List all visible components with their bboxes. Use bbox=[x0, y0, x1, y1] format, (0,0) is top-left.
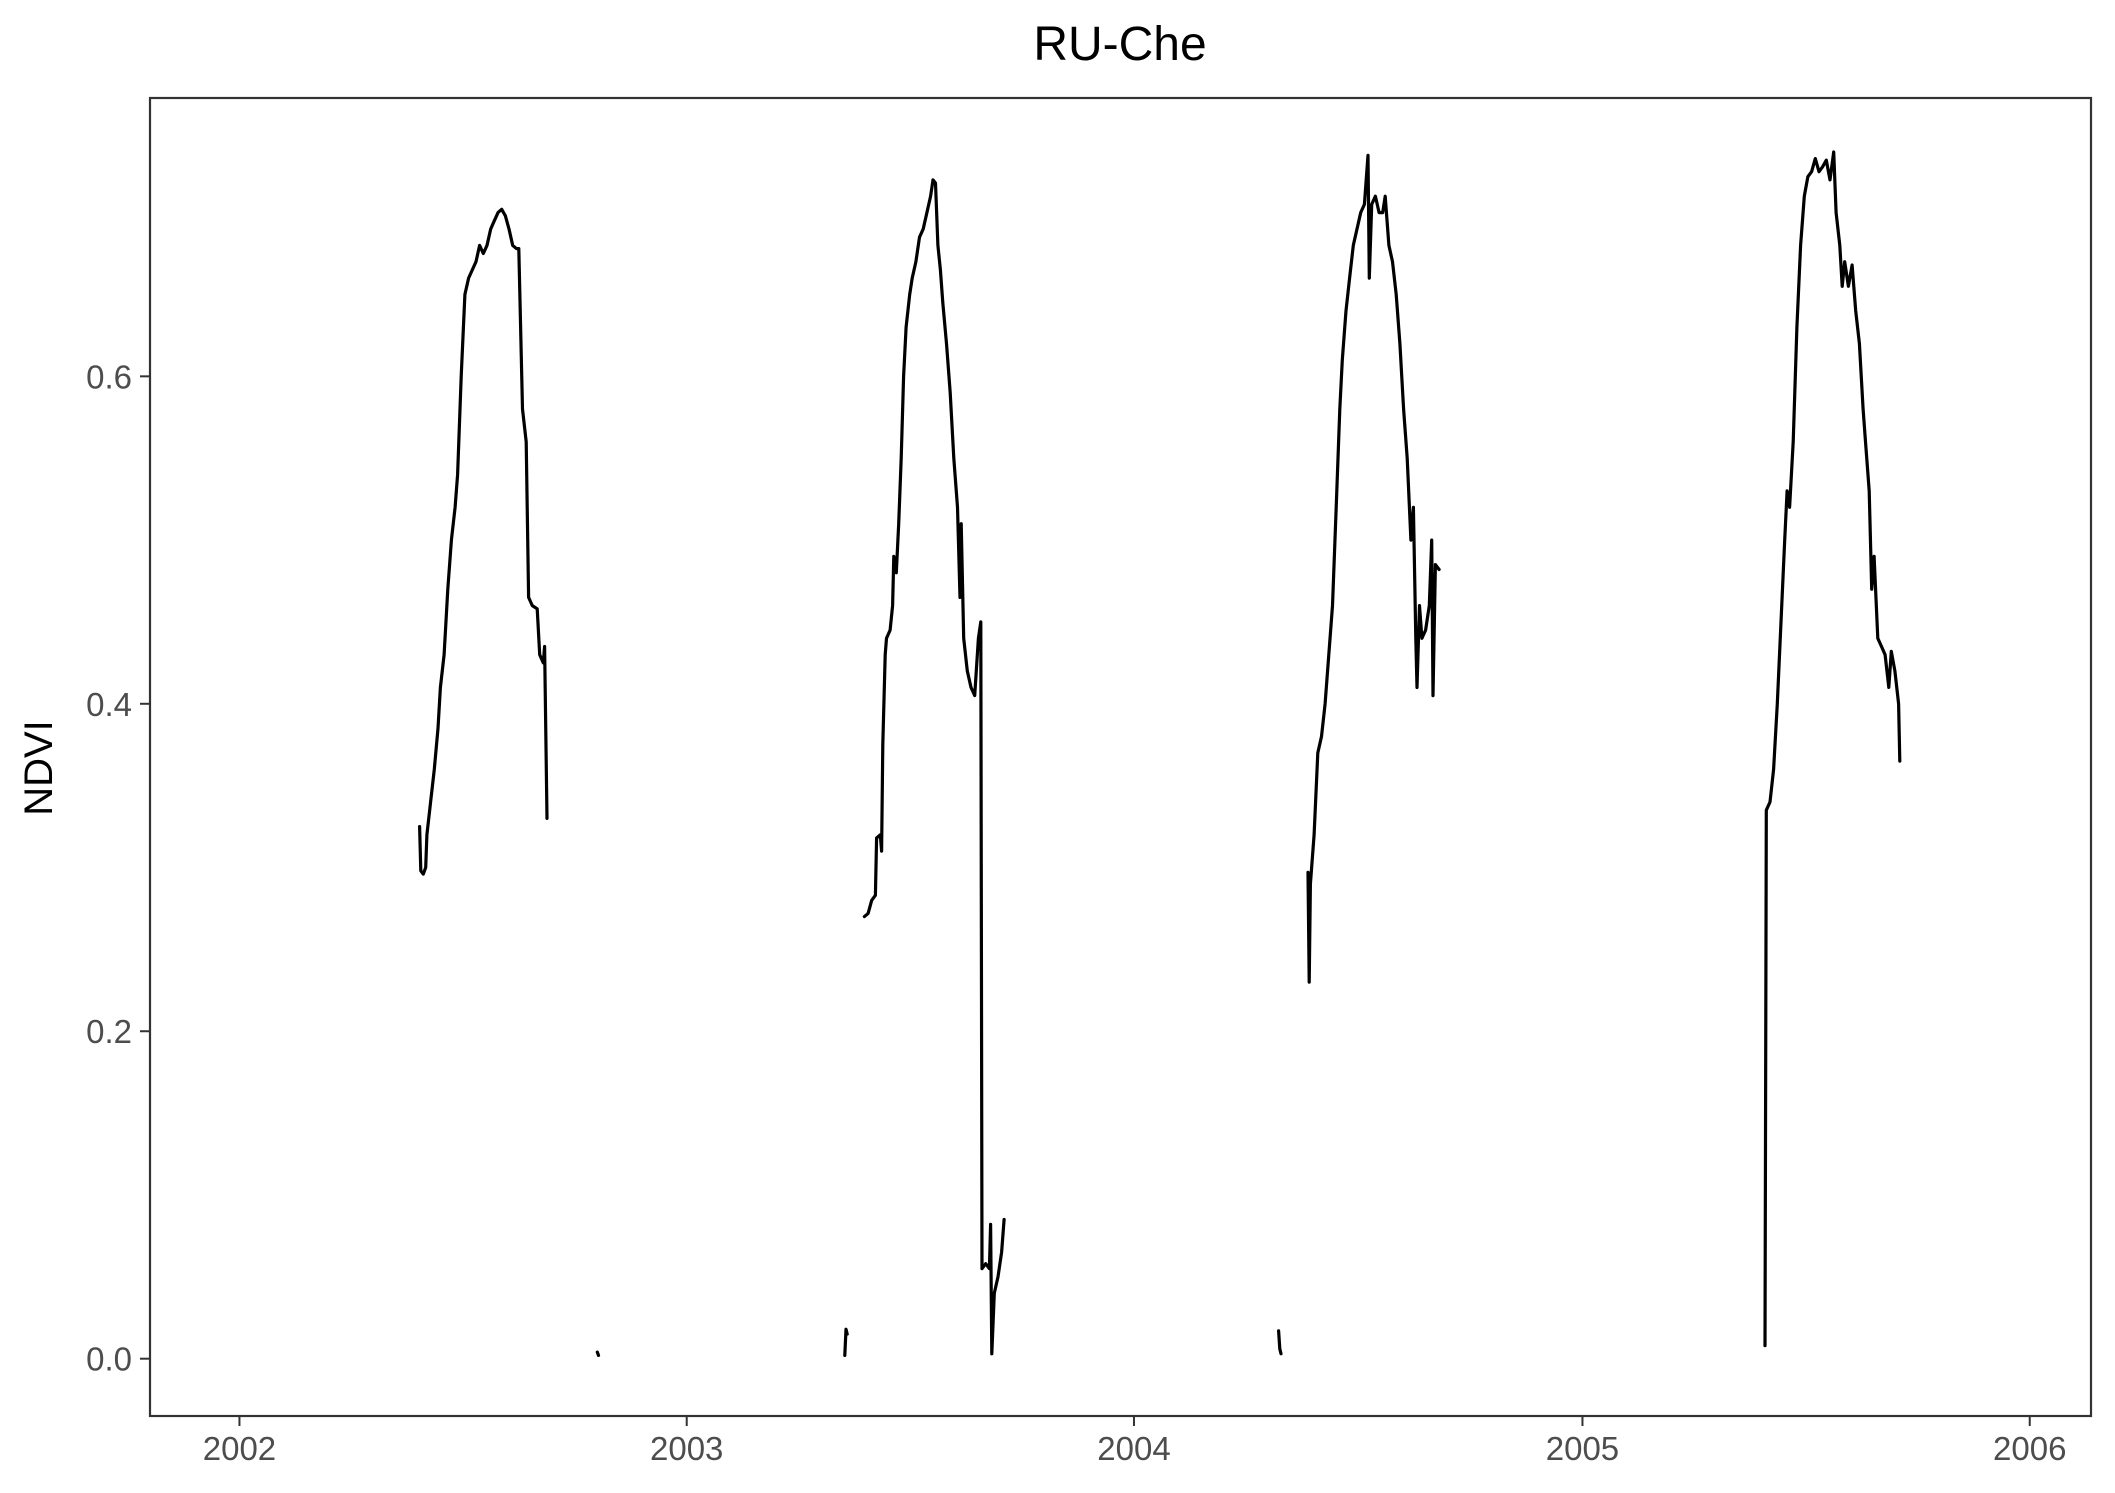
y-tick-label: 0.4 bbox=[86, 686, 132, 723]
ndvi-series-segment bbox=[1277, 1329, 1283, 1356]
axis-layer: 2002 2003 2004 2005 2006 0.0 0.2 0.4 0.6 bbox=[86, 358, 2066, 1467]
y-axis-label: NDVI bbox=[17, 720, 61, 816]
ndvi-series-segment bbox=[1763, 150, 1902, 1348]
chart-title: RU-Che bbox=[1033, 18, 1206, 71]
series-layer bbox=[418, 150, 1902, 1357]
ndvi-series-segment bbox=[1306, 153, 1441, 984]
x-tick-label: 2004 bbox=[1097, 1430, 1170, 1467]
ndvi-series-segment bbox=[843, 1327, 849, 1357]
y-tick-label: 0.2 bbox=[86, 1013, 132, 1050]
x-tick-label: 2005 bbox=[1546, 1430, 1619, 1467]
x-tick-label: 2006 bbox=[1993, 1430, 2066, 1467]
plot-panel-border bbox=[148, 96, 2093, 1418]
y-tick-label: 0.0 bbox=[86, 1341, 132, 1378]
ndvi-series-segment bbox=[418, 207, 549, 876]
ndvi-series-segment bbox=[595, 1350, 601, 1357]
x-tick-label: 2002 bbox=[203, 1430, 276, 1467]
ndvi-series-segment bbox=[862, 178, 1006, 1356]
x-tick-label: 2003 bbox=[650, 1430, 723, 1467]
y-tick-label: 0.6 bbox=[86, 358, 132, 395]
